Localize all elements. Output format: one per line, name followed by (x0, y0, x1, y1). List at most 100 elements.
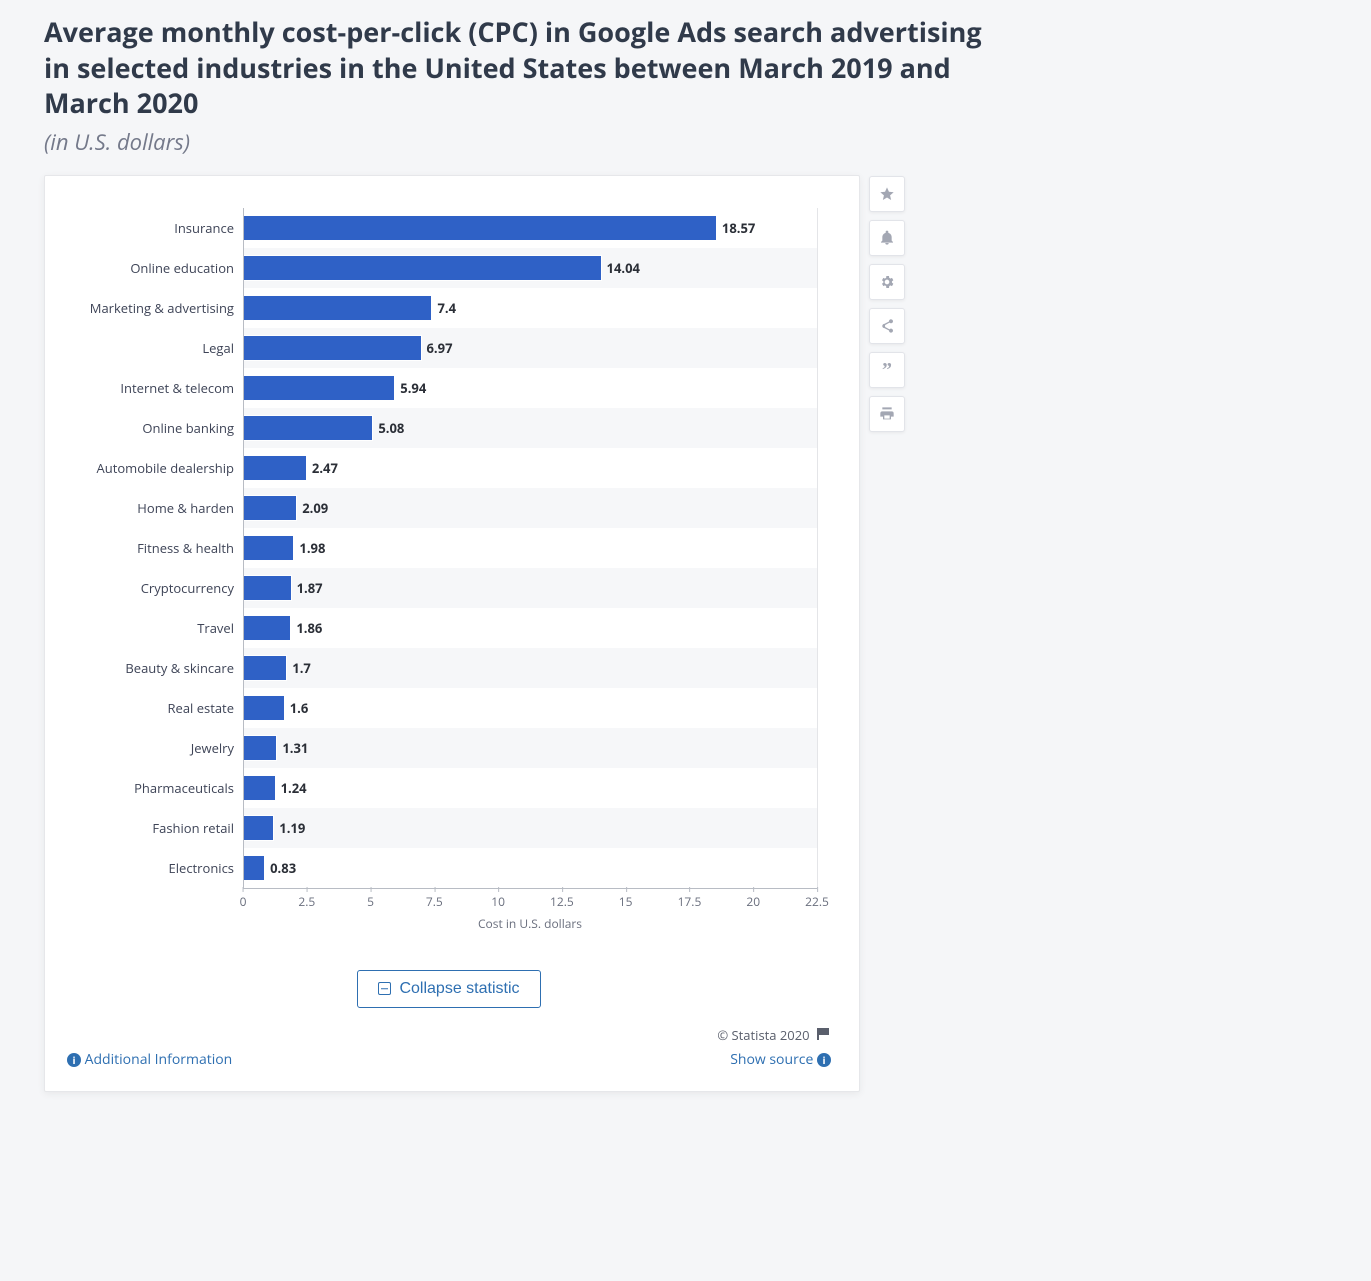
flag-icon[interactable] (817, 1028, 831, 1040)
bar[interactable]: 2.47 (244, 455, 307, 481)
quote-icon[interactable]: ” (869, 352, 905, 388)
bar[interactable]: 0.83 (244, 855, 265, 881)
collapse-button[interactable]: Collapse statistic (357, 970, 540, 1008)
x-tick: 12.5 (550, 893, 574, 910)
chart-card: ” Insurance18.57Online education14.04Mar… (44, 175, 860, 1092)
category-label: Internet & telecom (120, 379, 244, 397)
bar-row: Online education14.04 (244, 248, 817, 288)
bar-row: Travel1.86 (244, 608, 817, 648)
bar[interactable]: 1.24 (244, 775, 276, 801)
value-label: 18.57 (716, 219, 755, 237)
bar[interactable]: 5.94 (244, 375, 395, 401)
x-tick: 2.5 (298, 893, 315, 910)
category-label: Online education (130, 259, 244, 277)
gridline (817, 208, 818, 888)
category-label: Travel (197, 619, 244, 637)
bar[interactable]: 14.04 (244, 255, 602, 281)
value-label: 2.47 (306, 459, 338, 477)
value-label: 1.24 (275, 779, 307, 797)
value-label: 7.4 (431, 299, 456, 317)
category-label: Fashion retail (152, 819, 244, 837)
value-label: 1.7 (286, 659, 311, 677)
row-background (244, 488, 817, 528)
value-label: 1.6 (284, 699, 309, 717)
bell-icon[interactable] (869, 220, 905, 256)
value-label: 1.19 (273, 819, 305, 837)
info-icon: i (817, 1053, 831, 1067)
value-label: 5.94 (394, 379, 426, 397)
bar-row: Online banking5.08 (244, 408, 817, 448)
bar-row: Pharmaceuticals1.24 (244, 768, 817, 808)
bar-row: Beauty & skincare1.7 (244, 648, 817, 688)
bar[interactable]: 5.08 (244, 415, 373, 441)
page-subtitle: (in U.S. dollars) (44, 127, 1371, 157)
copyright-row: © Statista 2020 (67, 1026, 831, 1044)
value-label: 14.04 (601, 259, 640, 277)
x-tick: 15 (619, 893, 633, 910)
share-icon[interactable] (869, 308, 905, 344)
bar[interactable]: 1.6 (244, 695, 285, 721)
x-tick: 22.5 (805, 893, 829, 910)
side-toolbar: ” (869, 176, 905, 432)
page-title: Average monthly cost-per-click (CPC) in … (44, 14, 1004, 121)
bar[interactable]: 7.4 (244, 295, 432, 321)
copyright-text: © Statista 2020 (717, 1026, 809, 1044)
category-label: Home & harden (137, 499, 244, 517)
bar-row: Real estate1.6 (244, 688, 817, 728)
value-label: 1.31 (276, 739, 308, 757)
bar-row: Legal6.97 (244, 328, 817, 368)
category-label: Pharmaceuticals (134, 779, 244, 797)
gear-icon[interactable] (869, 264, 905, 300)
x-tick: 20 (746, 893, 760, 910)
category-label: Electronics (169, 859, 244, 877)
category-label: Jewelry (191, 739, 244, 757)
category-label: Real estate (168, 699, 245, 717)
bar-row: Home & harden2.09 (244, 488, 817, 528)
additional-info-link[interactable]: i Additional Information (67, 1050, 232, 1069)
row-background (244, 848, 817, 888)
row-background (244, 808, 817, 848)
show-source-label: Show source (730, 1050, 813, 1069)
chart: Insurance18.57Online education14.04Marke… (67, 208, 831, 932)
category-label: Cryptocurrency (141, 579, 244, 597)
row-background (244, 608, 817, 648)
bar[interactable]: 1.19 (244, 815, 274, 841)
bar-row: Internet & telecom5.94 (244, 368, 817, 408)
category-label: Legal (202, 339, 244, 357)
x-axis-title: Cost in U.S. dollars (243, 915, 817, 932)
category-label: Insurance (174, 219, 244, 237)
collapse-icon (378, 982, 391, 995)
bar-row: Cryptocurrency1.87 (244, 568, 817, 608)
print-icon[interactable] (869, 396, 905, 432)
row-background (244, 528, 817, 568)
bar[interactable]: 1.7 (244, 655, 287, 681)
x-tick: 7.5 (426, 893, 443, 910)
category-label: Marketing & advertising (90, 299, 244, 317)
value-label: 1.98 (293, 539, 325, 557)
bar[interactable]: 1.86 (244, 615, 291, 641)
category-label: Fitness & health (137, 539, 244, 557)
bar[interactable]: 6.97 (244, 335, 422, 361)
bar-row: Jewelry1.31 (244, 728, 817, 768)
show-source-link[interactable]: Show source i (730, 1050, 831, 1069)
value-label: 6.97 (421, 339, 453, 357)
bar-row: Electronics0.83 (244, 848, 817, 888)
value-label: 0.83 (264, 859, 296, 877)
star-icon[interactable] (869, 176, 905, 212)
bar[interactable]: 18.57 (244, 215, 717, 241)
collapse-label: Collapse statistic (399, 980, 519, 998)
bar[interactable]: 1.87 (244, 575, 292, 601)
bar[interactable]: 2.09 (244, 495, 297, 521)
row-background (244, 728, 817, 768)
bar-row: Automobile dealership2.47 (244, 448, 817, 488)
info-icon: i (67, 1053, 81, 1067)
bar[interactable]: 1.31 (244, 735, 277, 761)
bar[interactable]: 1.98 (244, 535, 294, 561)
category-label: Online banking (142, 419, 244, 437)
additional-info-label: Additional Information (85, 1050, 233, 1069)
x-tick: 0 (240, 893, 247, 910)
bar-row: Fashion retail1.19 (244, 808, 817, 848)
row-background (244, 768, 817, 808)
x-tick: 10 (491, 893, 505, 910)
row-background (244, 568, 817, 608)
